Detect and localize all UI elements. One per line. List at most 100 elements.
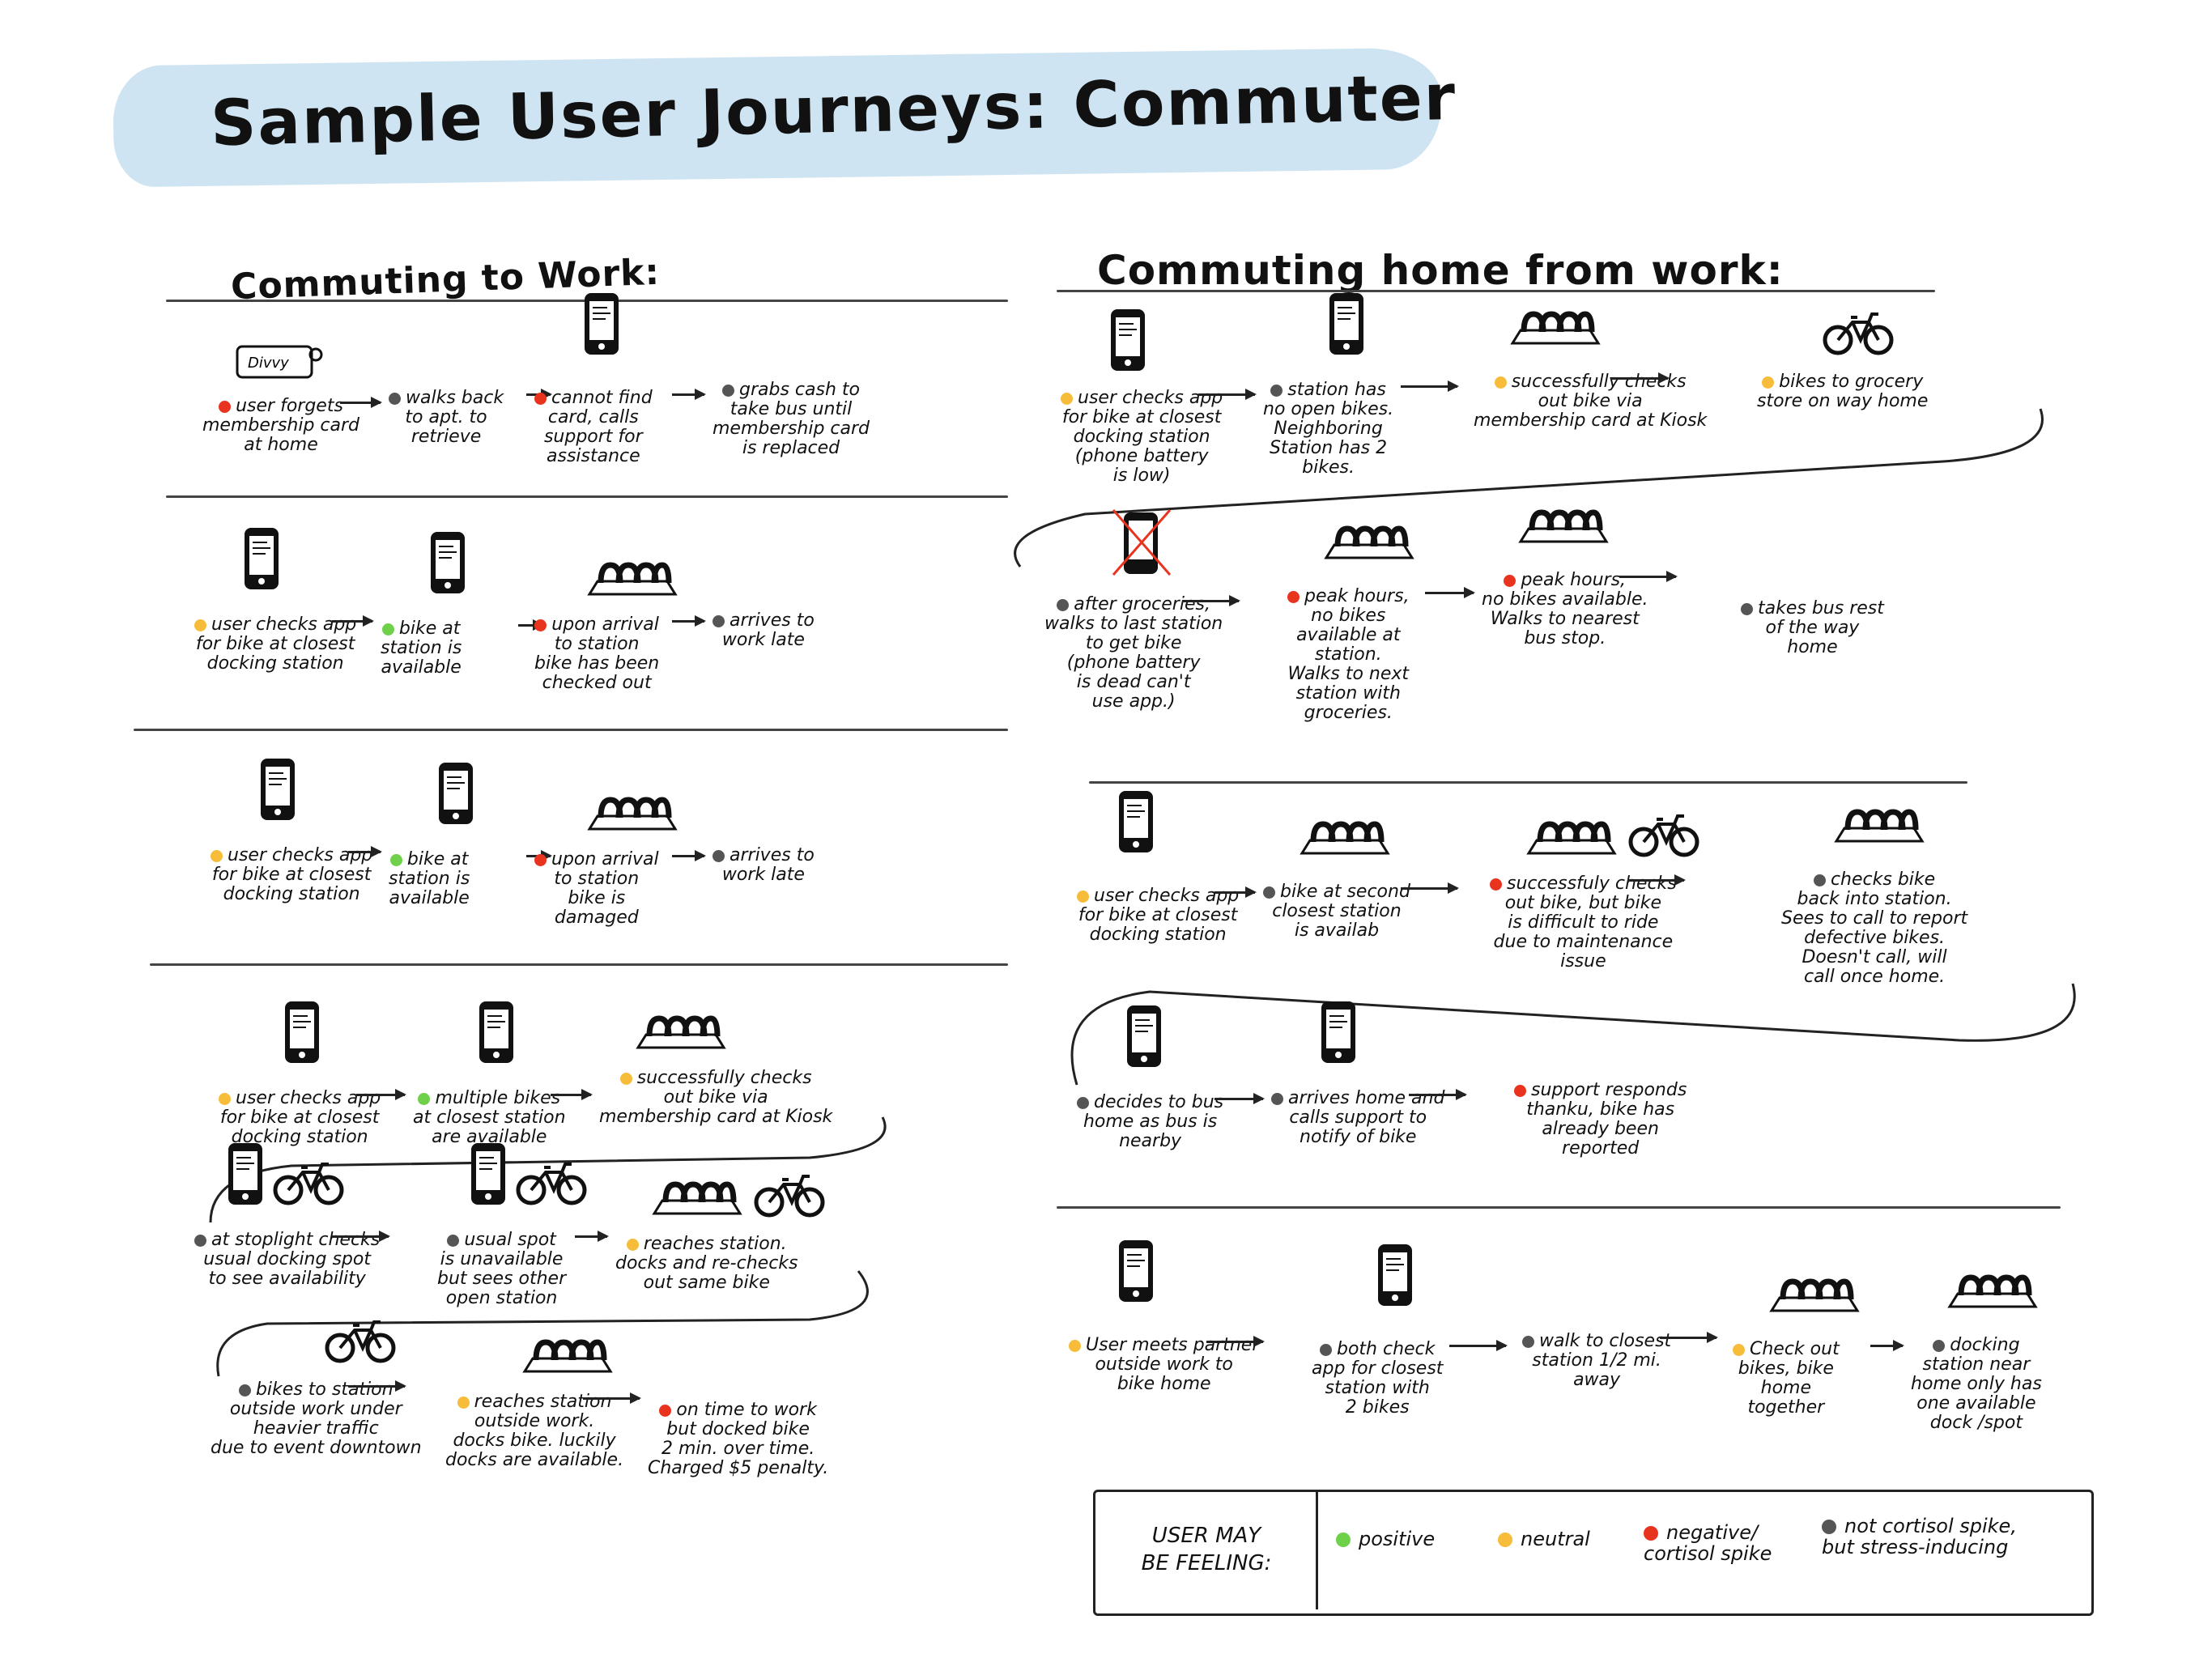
journey-step-text: arrives home and calls support to notify… (1288, 1088, 1445, 1147)
flow-arrow (1870, 1340, 1904, 1351)
legend-item-neutral: neutral (1498, 1528, 1590, 1550)
journey-step: reaches station. docks and re-checks out… (615, 1235, 798, 1293)
journey-step: multiple bikes at closest station are av… (413, 1089, 566, 1147)
phone-icon-wrapper (1109, 308, 1146, 376)
journey-step-text: bike at station is available (389, 849, 470, 908)
flow-arrow (1401, 380, 1459, 392)
dock-bike-icon-wrapper (648, 1170, 826, 1222)
legend-dot-positive (1336, 1533, 1351, 1547)
dock-icon-wrapper (1830, 806, 1927, 849)
dock-icon-wrapper (1295, 818, 1393, 861)
mood-dot-negative (1514, 1084, 1526, 1097)
flow-arrow (583, 1392, 641, 1404)
mood-dot-stress (713, 614, 725, 627)
journey-step-text: peak hours, no bikes available. Walks to… (1482, 570, 1648, 648)
journey-step: checks bike back into station. Sees to c… (1781, 870, 1967, 987)
dock-icon-wrapper (583, 559, 680, 602)
journey-step: after groceries, walks to last station t… (1044, 595, 1223, 712)
flow-arrow (1449, 1340, 1508, 1351)
bike-icon (754, 1175, 825, 1218)
journey-step-text: user forgets membership card at home (202, 396, 360, 455)
mood-dot-stress (1320, 1343, 1332, 1356)
journey-step: Check out bikes, bike home together (1733, 1340, 1840, 1418)
journey-step: cannot find card, calls support for assi… (534, 389, 653, 466)
flow-arrow (1214, 1093, 1265, 1104)
mood-dot-stress (1813, 874, 1826, 886)
docking-station-icon (1947, 1274, 2038, 1308)
journey-step: user forgets membership card at home (202, 397, 359, 455)
bike-icon (325, 1320, 396, 1363)
phone-icon (479, 1001, 513, 1063)
legend-dot-stress (1822, 1520, 1836, 1534)
flow-arrow (1401, 882, 1459, 894)
flow-arrow (1198, 389, 1257, 400)
legend-item-positive: positive (1336, 1528, 1435, 1550)
mood-dot-stress (1933, 1339, 1946, 1352)
docking-station-icon (587, 562, 678, 596)
phone-icon-wrapper (1320, 1000, 1357, 1068)
journey-step: bikes to grocery store on way home (1757, 372, 1928, 411)
docking-station-icon (587, 797, 678, 831)
legend-box (1093, 1490, 2094, 1616)
mood-dot-stress (1522, 1335, 1534, 1348)
journey-step-text: on time to work but docked bike 2 min. o… (648, 1400, 829, 1478)
journey-step: decides to bus home as bus is nearby (1077, 1093, 1223, 1151)
mood-dot-neutral (1762, 376, 1775, 389)
dock-icon-wrapper (632, 1012, 729, 1056)
dock-icon-wrapper (1320, 522, 1417, 566)
journey-step: station has no open bikes. Neighboring S… (1263, 380, 1393, 478)
legend-label: positive (1359, 1528, 1436, 1550)
journey-step-text: bike at second closest station is availa… (1272, 882, 1410, 941)
flow-arrow (1627, 874, 1686, 886)
mood-dot-stress (447, 1234, 460, 1247)
mood-dot-neutral (1494, 376, 1507, 389)
mood-dot-stress (1263, 886, 1275, 899)
bike-icon (1628, 814, 1699, 857)
dock-icon-wrapper (1943, 1271, 2040, 1315)
phone-icon-wrapper (1125, 1004, 1163, 1072)
journey-step: user checks app for bike at closest dock… (219, 1089, 381, 1147)
svg-text:Divvy: Divvy (248, 355, 289, 372)
journey-step: arrives home and calls support to notify… (1271, 1089, 1444, 1147)
flow-arrow (1611, 372, 1670, 384)
journey-step-text: reaches station. docks and re-checks out… (615, 1234, 798, 1293)
flow-arrow (1214, 886, 1257, 898)
journey-step-text: multiple bikes at closest station are av… (413, 1088, 566, 1147)
flow-arrow (332, 615, 374, 627)
flow-arrow (332, 1231, 390, 1242)
journey-step-text: both check app for closest station with … (1312, 1339, 1444, 1418)
journey-divider (134, 729, 1008, 731)
journey-step-text: user checks app for bike at closest dock… (211, 845, 373, 904)
journey-divider (1089, 781, 1967, 784)
phone-icon-wrapper (478, 1000, 515, 1068)
docking-station-icon (1834, 809, 1925, 843)
phone-icon (1119, 1240, 1153, 1302)
journey-step: walks back to apt. to retrieve (389, 389, 504, 447)
flow-arrow (1619, 571, 1678, 582)
flow-arrow (1206, 1336, 1265, 1347)
legend-item-negative: negative/ cortisol spike (1644, 1522, 1772, 1564)
docking-station-icon (1324, 525, 1414, 559)
mood-dot-negative (219, 400, 232, 413)
flow-arrow (348, 846, 382, 857)
phone-icon-wrapper (583, 291, 620, 359)
phone-icon (1119, 791, 1153, 852)
mood-dot-negative (1287, 590, 1300, 603)
mood-dot-negative (1504, 574, 1516, 587)
legend-divider (1316, 1491, 1318, 1609)
bike-icon (516, 1163, 587, 1205)
phone-icon (1127, 1005, 1161, 1067)
flow-arrow (340, 397, 382, 408)
mood-dot-neutral (1733, 1343, 1745, 1356)
dock-icon-wrapper (583, 793, 680, 837)
dead-phone-icon-wrapper (1109, 506, 1174, 582)
section-divider (1057, 290, 1935, 292)
journey-step: successfully checks out bike via members… (599, 1069, 832, 1127)
journey-divider (150, 963, 1008, 966)
phone-icon-wrapper (1328, 291, 1365, 359)
mood-dot-stress (389, 392, 401, 405)
journey-divider (1057, 1206, 2061, 1209)
mood-dot-neutral (1069, 1339, 1081, 1352)
dock-icon-wrapper (1765, 1275, 1862, 1319)
journey-step-text: support responds thanku, bike has alread… (1526, 1080, 1687, 1158)
